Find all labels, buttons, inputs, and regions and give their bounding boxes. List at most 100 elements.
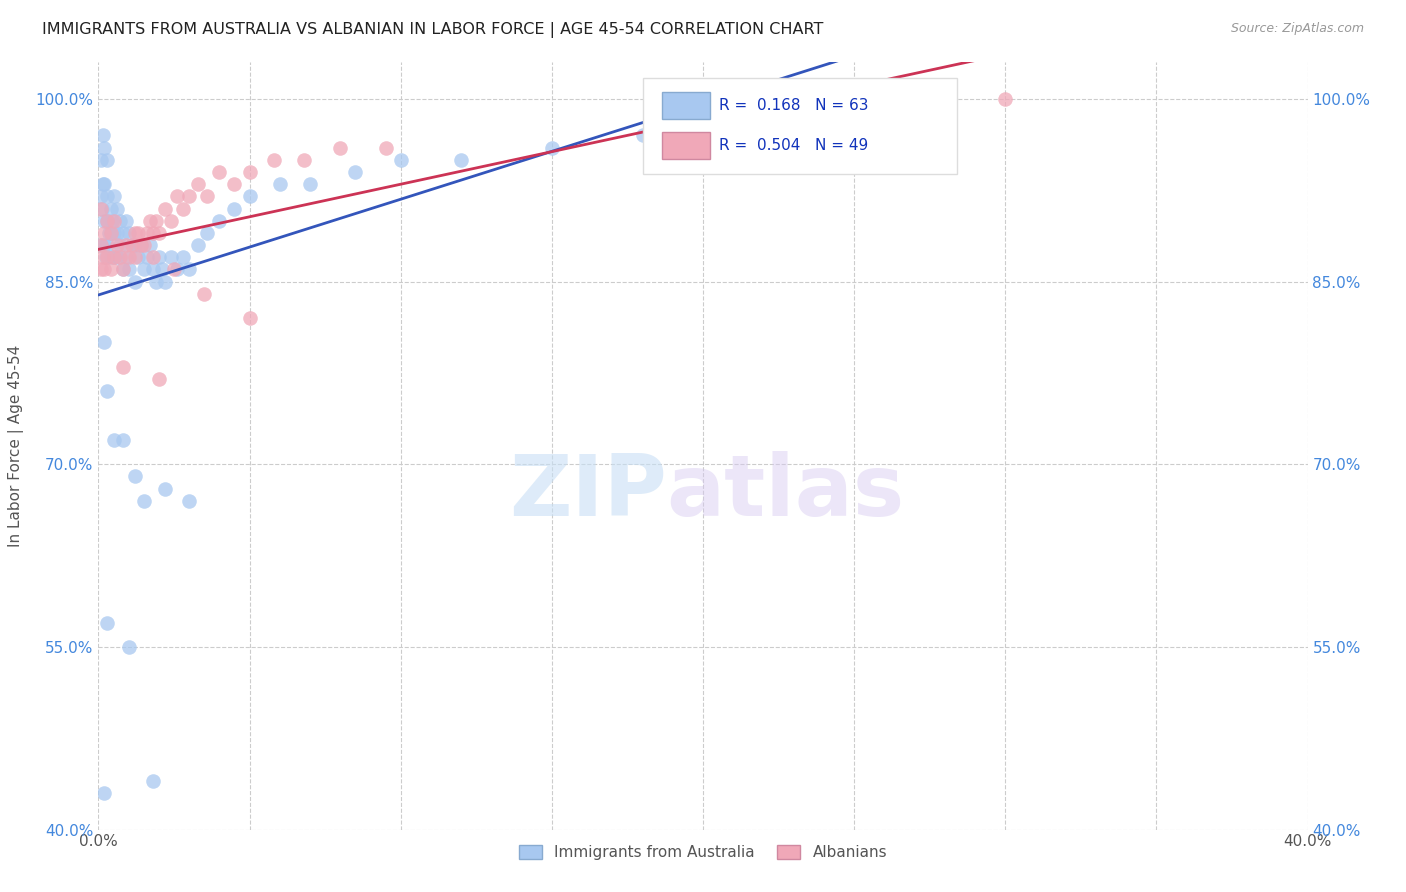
Point (179, 262, 201, 277)
Point (269, 178, 291, 192)
Point (374, 141, 396, 155)
Point (124, 226, 146, 240)
Point (118, 262, 141, 277)
Point (142, 250, 165, 264)
Point (100, 202, 122, 216)
Point (160, 213, 183, 227)
Point (208, 213, 231, 227)
Point (93, 226, 115, 240)
Point (103, 250, 125, 264)
Point (100, 226, 122, 240)
Point (224, 202, 246, 216)
Text: ZIP: ZIP (509, 450, 666, 533)
Text: IMMIGRANTS FROM AUSTRALIA VS ALBANIAN IN LABOR FORCE | AGE 45-54 CORRELATION CHA: IMMIGRANTS FROM AUSTRALIA VS ALBANIAN IN… (42, 22, 824, 38)
Point (142, 226, 165, 240)
Point (450, 153, 472, 167)
Point (187, 238, 209, 252)
Point (148, 250, 170, 264)
Point (96, 238, 118, 252)
Point (132, 238, 155, 252)
Point (179, 493, 201, 508)
Point (96, 250, 118, 264)
Point (135, 250, 157, 264)
Point (100, 250, 122, 264)
Point (172, 250, 194, 264)
Point (329, 141, 352, 155)
Point (114, 213, 136, 227)
Point (96, 153, 118, 167)
Text: atlas: atlas (666, 450, 905, 533)
Point (193, 286, 215, 301)
Point (93, 178, 115, 192)
Point (153, 482, 176, 496)
Point (90, 262, 112, 277)
Point (139, 213, 162, 227)
FancyBboxPatch shape (662, 93, 710, 120)
Point (91, 250, 114, 264)
Point (132, 262, 155, 277)
Point (239, 311, 262, 326)
Point (114, 238, 136, 252)
Point (91, 128, 114, 143)
Point (195, 226, 218, 240)
Point (96, 189, 118, 203)
Point (103, 189, 125, 203)
Point (142, 773, 165, 788)
Point (91, 202, 114, 216)
Point (93, 213, 115, 227)
Point (118, 640, 141, 654)
Point (111, 262, 134, 277)
Point (150, 262, 173, 277)
Point (148, 226, 170, 240)
Point (129, 238, 152, 252)
Point (195, 189, 218, 203)
Point (93, 141, 115, 155)
Point (100, 226, 122, 240)
Point (160, 250, 183, 264)
Text: R =  0.168   N = 63: R = 0.168 N = 63 (718, 98, 869, 113)
Point (631, 128, 654, 143)
Point (90, 202, 112, 216)
Point (108, 238, 131, 252)
Point (166, 189, 188, 203)
Point (239, 189, 262, 203)
Point (105, 226, 128, 240)
Point (145, 275, 167, 289)
Point (139, 238, 162, 252)
Point (153, 202, 176, 216)
Point (103, 250, 125, 264)
Point (127, 226, 149, 240)
Point (114, 250, 136, 264)
Point (90, 238, 112, 252)
Point (91, 178, 114, 192)
Point (96, 615, 118, 630)
Point (239, 165, 262, 179)
Point (90, 238, 112, 252)
Point (90, 153, 112, 167)
Point (100, 262, 122, 277)
Point (132, 493, 155, 508)
Point (540, 141, 562, 155)
Point (111, 433, 134, 447)
Point (299, 178, 322, 192)
Point (94, 250, 117, 264)
Point (179, 189, 201, 203)
Point (93, 238, 115, 252)
Point (103, 213, 125, 227)
Point (93, 262, 115, 277)
Point (129, 238, 152, 252)
Point (93, 335, 115, 350)
FancyBboxPatch shape (662, 132, 710, 159)
Legend: Immigrants from Australia, Albanians: Immigrants from Australia, Albanians (512, 838, 894, 868)
Point (153, 275, 176, 289)
Point (111, 226, 134, 240)
Point (142, 262, 165, 277)
Point (96, 213, 118, 227)
Point (105, 202, 128, 216)
Point (163, 262, 186, 277)
Point (148, 372, 170, 386)
Point (96, 384, 118, 399)
Text: R =  0.504   N = 49: R = 0.504 N = 49 (718, 137, 868, 153)
Point (105, 238, 128, 252)
Point (103, 433, 125, 447)
